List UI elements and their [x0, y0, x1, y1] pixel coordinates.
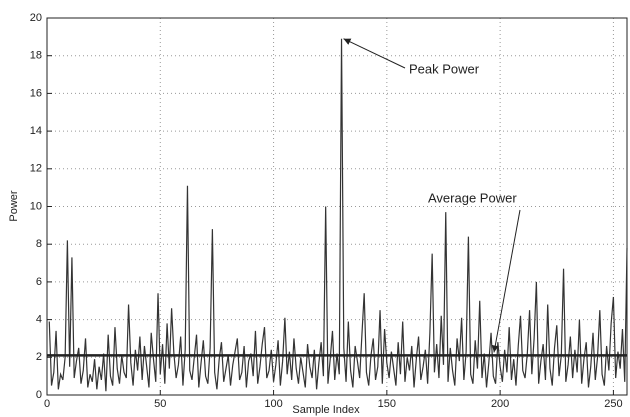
- x-tick-label: 0: [44, 398, 50, 410]
- x-tick-label: 200: [491, 398, 509, 410]
- x-tick-label: 50: [154, 398, 166, 410]
- x-axis-label: Sample Index: [292, 404, 360, 416]
- plot-frame: [46, 17, 628, 396]
- y-tick-label: 6: [36, 276, 42, 288]
- average-arrow: [491, 209, 521, 353]
- y-tick-label: 12: [30, 163, 42, 175]
- y-tick-label: 20: [30, 12, 42, 24]
- y-tick-label: 0: [36, 389, 42, 401]
- x-tick-label: 150: [378, 398, 396, 410]
- y-axis-label: Power: [8, 190, 20, 222]
- x-tick-label: 100: [264, 398, 282, 410]
- y-tick-label: 14: [30, 125, 42, 137]
- y-tick-label: 18: [30, 50, 42, 62]
- x-tick-label: 250: [604, 398, 622, 410]
- peak-annotation: Peak Power: [409, 61, 480, 76]
- peak-arrow: [343, 38, 406, 69]
- power-line: [48, 38, 628, 392]
- y-tick-label: 16: [30, 87, 42, 99]
- y-tick-label: 4: [36, 314, 42, 326]
- y-tick-label: 8: [36, 238, 42, 250]
- y-tick-label: 10: [30, 200, 42, 212]
- average-annotation: Average Power: [428, 190, 517, 205]
- y-tick-label: 2: [36, 351, 42, 363]
